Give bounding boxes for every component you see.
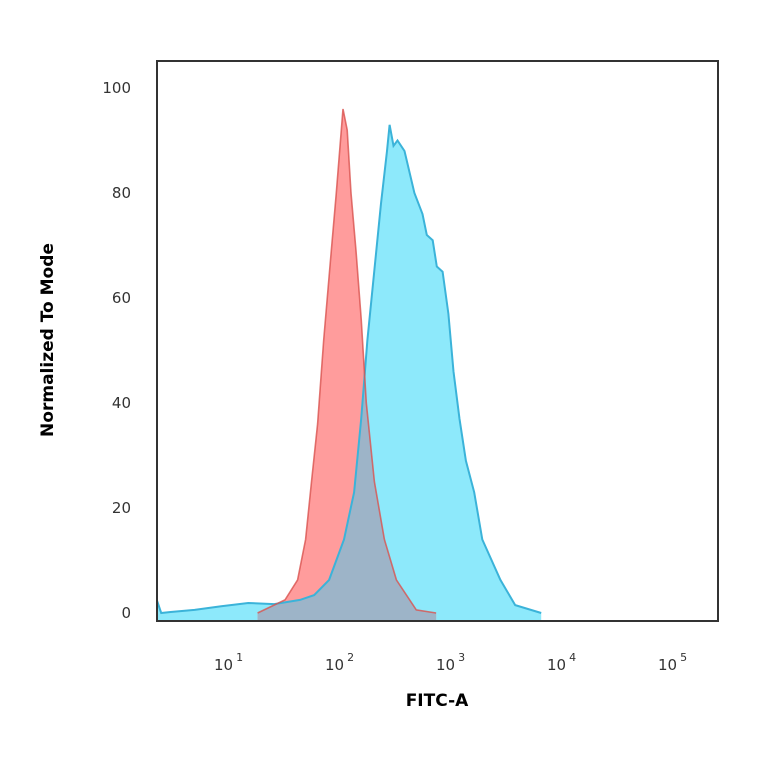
stained-histogram-outline <box>157 124 542 615</box>
y-tick-label: 40 <box>112 394 131 412</box>
y-tick-label: 0 <box>121 604 131 622</box>
y-tick-label: 100 <box>102 79 131 97</box>
x-tick-label: 10 4 <box>547 651 576 674</box>
x-axis-title: FITC-A <box>406 691 469 711</box>
isotype-histogram-fill <box>257 109 437 621</box>
x-axis-tick-labels: 10 1 10 2 10 3 10 4 10 5 <box>214 651 687 674</box>
y-axis-title: Normalized To Mode <box>38 243 58 437</box>
plot-area <box>157 108 542 621</box>
isotype-histogram-outline <box>257 108 437 614</box>
y-tick-label: 80 <box>112 184 131 202</box>
x-tick-label: 10 5 <box>658 651 687 674</box>
stained-histogram-fill <box>157 124 542 621</box>
x-tick-label: 10 2 <box>325 651 354 674</box>
y-tick-label: 20 <box>112 499 131 517</box>
plot-frame <box>156 60 719 622</box>
x-tick-label: 10 3 <box>436 651 465 674</box>
y-axis-tick-labels: 0 20 40 60 80 100 <box>102 79 131 622</box>
x-tick-label: 10 1 <box>214 651 243 674</box>
y-tick-label: 60 <box>112 289 131 307</box>
